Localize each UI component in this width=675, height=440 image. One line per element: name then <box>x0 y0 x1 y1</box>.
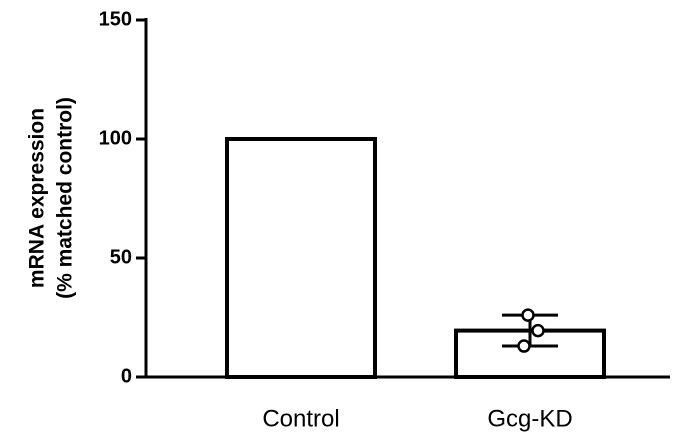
y-tick-label: 150 <box>99 8 132 30</box>
data-point <box>521 308 535 322</box>
y-axis-label: mRNA expression (% matched control) <box>26 97 77 299</box>
y-label-line: (% matched control) <box>54 97 77 299</box>
data-point <box>517 339 531 353</box>
x-tick-label: Gcg-KD <box>487 405 572 432</box>
bar <box>225 137 377 379</box>
y-tick-label: 100 <box>99 127 132 149</box>
y-label-line: mRNA expression <box>26 108 49 288</box>
data-point <box>531 323 545 338</box>
x-tick-label: Control <box>262 405 339 432</box>
y-tick-label: 0 <box>121 365 132 387</box>
y-tick-label: 50 <box>110 246 132 268</box>
